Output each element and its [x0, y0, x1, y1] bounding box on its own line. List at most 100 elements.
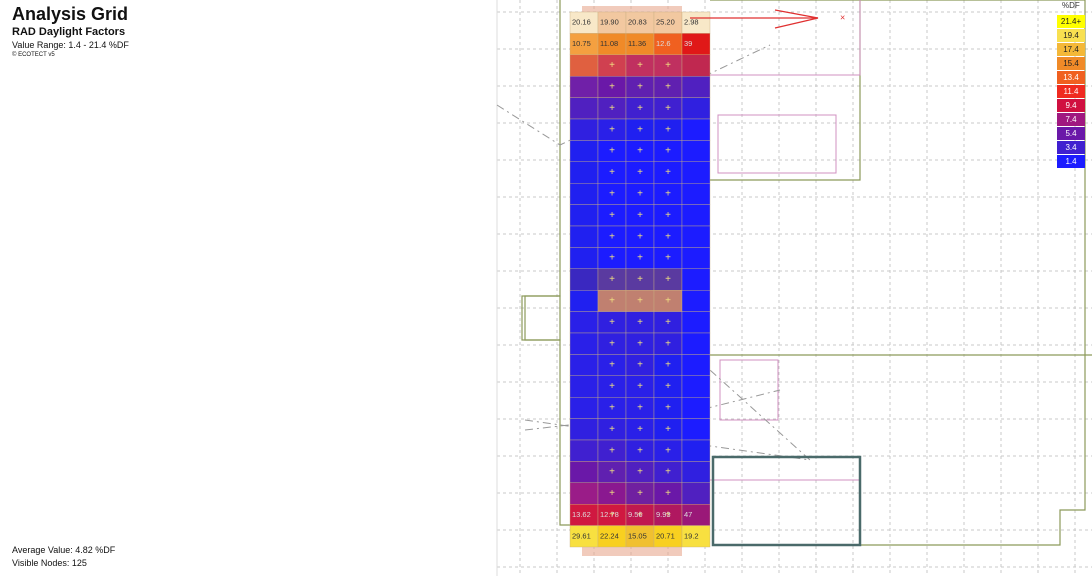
grid-cell — [681, 161, 711, 184]
node-marker: + — [609, 103, 615, 114]
grid-cell — [569, 354, 599, 376]
credit: © ECOTECT v5 — [12, 52, 55, 58]
grid-cell — [569, 225, 599, 248]
node-marker: + — [609, 189, 615, 200]
grid-cell — [569, 54, 599, 77]
legend-label: 15.4 — [1063, 59, 1079, 68]
node-marker: + — [637, 424, 643, 435]
node-marker: + — [609, 338, 615, 349]
value-range: Value Range: 1.4 - 21.4 %DF — [12, 40, 129, 50]
grid-cell — [569, 439, 599, 462]
node-marker: + — [637, 189, 643, 200]
cell-value: 20.16 — [572, 18, 591, 27]
node-marker: + — [637, 253, 643, 264]
node-marker: + — [665, 445, 671, 456]
node-marker: + — [609, 146, 615, 157]
cell-value: 15.05 — [628, 531, 647, 540]
grid-cell — [569, 397, 599, 419]
node-marker: + — [609, 510, 615, 521]
legend-unit: %DF — [1062, 1, 1080, 10]
legend-label: 11.4 — [1064, 87, 1080, 96]
legend-label: 5.4 — [1065, 129, 1077, 138]
node-marker: + — [637, 360, 643, 371]
node-marker: + — [665, 60, 671, 71]
grid-cell — [681, 97, 711, 120]
grid-cell — [681, 439, 711, 462]
grid-cell — [681, 140, 711, 162]
grid-cell — [569, 268, 599, 291]
cell-value: 39 — [684, 39, 692, 48]
node-marker: + — [665, 338, 671, 349]
node-marker: + — [665, 424, 671, 435]
room — [521, 295, 561, 341]
legend-swatch — [1057, 113, 1085, 126]
node-marker: + — [637, 274, 643, 285]
node-marker: + — [609, 317, 615, 328]
subtitle: RAD Daylight Factors — [12, 26, 126, 38]
room — [719, 359, 779, 421]
node-marker: + — [637, 124, 643, 135]
node-marker: + — [637, 167, 643, 178]
node-marker: + — [609, 82, 615, 93]
selected-zone — [711, 455, 862, 547]
title: Analysis Grid — [12, 4, 129, 24]
node-marker: + — [609, 296, 615, 307]
grid-cell — [569, 182, 599, 205]
grid-cell — [681, 225, 711, 248]
node-marker: + — [637, 60, 643, 71]
legend-label: 1.4 — [1065, 157, 1077, 166]
node-marker: + — [637, 317, 643, 328]
grid-cell — [681, 375, 711, 398]
cell-value: 22.24 — [600, 531, 619, 540]
room — [710, 0, 861, 76]
node-marker: + — [609, 274, 615, 285]
cell-value: 47 — [684, 510, 692, 519]
node-marker: + — [665, 146, 671, 157]
node-marker: + — [609, 60, 615, 71]
legend-label: 9.4 — [1065, 101, 1077, 110]
node-marker: + — [665, 231, 671, 242]
node-marker: + — [665, 403, 671, 414]
node-marker: + — [609, 167, 615, 178]
cell-value: 29.61 — [572, 531, 591, 540]
cell-value: 19.90 — [600, 18, 619, 27]
node-marker: + — [637, 381, 643, 392]
cell-value: 11.08 — [600, 39, 618, 48]
legend-swatch — [1057, 15, 1085, 28]
grid-cell — [681, 182, 711, 205]
node-marker: + — [609, 424, 615, 435]
node-marker: + — [637, 488, 643, 499]
grid-cell — [681, 418, 711, 441]
cell-value: 9.93 — [656, 510, 671, 519]
node-marker: + — [637, 510, 643, 521]
grid-cell — [681, 332, 711, 355]
grid-cell — [569, 311, 599, 334]
grid-cell — [569, 461, 599, 483]
cell-value: 20.83 — [628, 18, 647, 27]
wall — [710, 0, 1086, 546]
node-marker: + — [637, 445, 643, 456]
pink-outlines — [710, 0, 861, 481]
node-marker: + — [637, 296, 643, 307]
analysis-grid: 20.16 19.90 20.83 25.20 2.98 10.75 11.08 11.36 1… — [569, 11, 711, 548]
sun-arrow: × — [690, 9, 845, 29]
visible-nodes: Visible Nodes: 125 — [12, 558, 87, 568]
node-marker: + — [609, 360, 615, 371]
grid-cell — [681, 311, 711, 334]
node-marker: + — [637, 403, 643, 414]
node-marker: + — [609, 124, 615, 135]
grid-cell — [681, 461, 711, 483]
grid-cell — [681, 268, 711, 291]
cell-value: 13.62 — [572, 510, 591, 519]
node-marker: + — [665, 317, 671, 328]
node-marker: + — [665, 210, 671, 221]
node-marker: + — [665, 189, 671, 200]
grid-cell — [569, 418, 599, 441]
node-marker: + — [609, 403, 615, 414]
legend-swatch — [1057, 141, 1085, 154]
cell-value: 2.98 — [684, 18, 699, 27]
grid-cell — [681, 482, 711, 505]
node-marker: + — [637, 210, 643, 221]
node-marker: + — [665, 360, 671, 371]
cell-value: 11.36 — [628, 39, 646, 48]
